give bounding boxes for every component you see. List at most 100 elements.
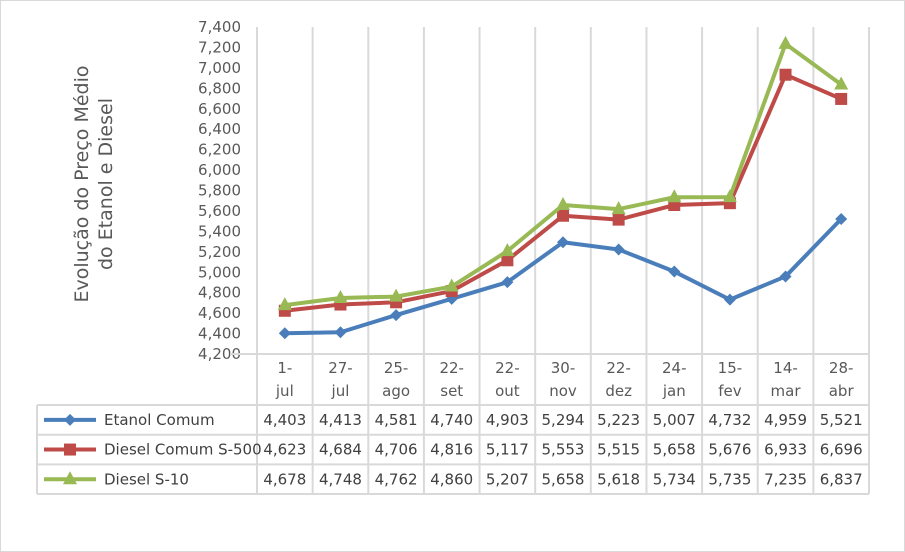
data-point-diamond (557, 236, 569, 249)
legend-label: Diesel S-10 (104, 470, 189, 488)
x-tick-label: 24- (662, 359, 687, 377)
table-cell-value: 5,618 (597, 470, 640, 488)
table-cell-value: 6,837 (820, 470, 863, 488)
legend-label: Diesel Comum S-500 (104, 441, 262, 459)
data-point-triangle (556, 197, 570, 211)
data-point-diamond (668, 265, 681, 278)
y-tick-label: 5,200 (198, 243, 241, 261)
table-cell-value: 5,676 (708, 441, 751, 459)
y-tick-label: 4,400 (198, 325, 241, 343)
table-cell-value: 4,959 (764, 411, 807, 429)
y-tick-label: 6,400 (198, 120, 241, 138)
legend-label: Etanol Comum (104, 411, 215, 429)
y-tick-label: 4,800 (198, 284, 241, 302)
table-cell-value: 5,007 (653, 411, 696, 429)
x-tick-label: 28- (829, 359, 854, 377)
data-point-diamond (390, 309, 403, 322)
y-tick-label: 6,600 (198, 100, 241, 118)
data-point-diamond (334, 326, 347, 339)
x-tick-label: 22- (495, 359, 520, 377)
x-tick-label: 14- (773, 359, 798, 377)
y-tick-label: 7,000 (198, 59, 241, 77)
table-cell-value: 5,735 (708, 470, 751, 488)
data-point-diamond (835, 213, 848, 226)
y-tick-label: 4,200 (198, 345, 241, 363)
x-tick-label: dez (605, 382, 632, 400)
y-tick-label: 7,400 (198, 18, 241, 36)
y-tick-label: 5,800 (198, 182, 241, 200)
x-tick-label: jan (662, 382, 686, 400)
y-axis-title: Evolução do Preço Médio (71, 65, 93, 302)
legend-key-marker (64, 443, 76, 456)
table-cell-value: 4,903 (486, 411, 529, 429)
x-tick-label: out (495, 382, 520, 400)
data-point-triangle (389, 288, 404, 302)
x-tick-label: 1- (277, 359, 292, 377)
x-tick-label: 27- (328, 359, 353, 377)
x-tick-label: fev (718, 382, 742, 400)
y-tick-label: 6,000 (198, 161, 241, 179)
data-point-diamond (501, 276, 514, 289)
y-tick-label: 5,400 (198, 222, 241, 240)
y-tick-label: 6,200 (198, 141, 241, 159)
table-cell-value: 5,223 (597, 411, 640, 429)
x-tick-label: 25- (384, 359, 409, 377)
table-cell-value: 4,684 (319, 441, 362, 459)
legend-key-marker (64, 413, 76, 426)
table-cell-value: 7,235 (764, 470, 807, 488)
table-cell-value: 4,860 (430, 470, 473, 488)
data-point-triangle (333, 290, 348, 304)
table-cell-value: 4,706 (375, 441, 418, 459)
x-tick-label: 22- (606, 359, 631, 377)
x-tick-label: ago (382, 382, 410, 400)
table-cell-value: 5,521 (820, 411, 863, 429)
data-point-square (835, 92, 848, 105)
x-tick-label: set (440, 382, 463, 400)
y-tick-label: 5,000 (198, 263, 241, 281)
table-cell-value: 4,678 (263, 470, 306, 488)
x-tick-label: jul (275, 382, 294, 400)
table-cell-value: 5,207 (486, 470, 529, 488)
data-point-diamond (612, 243, 625, 256)
y-tick-label: 4,600 (198, 304, 241, 322)
table-cell-value: 4,623 (263, 441, 306, 459)
data-point-triangle (611, 201, 626, 215)
data-point-diamond (723, 293, 736, 306)
table-cell-value: 6,933 (764, 441, 807, 459)
y-axis-title: do Etanol e Diesel (95, 98, 117, 270)
table-cell-value: 5,734 (653, 470, 696, 488)
data-point-square (501, 254, 514, 267)
data-point-triangle (778, 35, 793, 49)
data-point-triangle (444, 278, 459, 292)
table-cell-value: 4,740 (430, 411, 473, 429)
x-tick-label: 30- (551, 359, 576, 377)
data-point-square (612, 213, 625, 226)
table-cell-value: 5,658 (542, 470, 585, 488)
table-cell-value: 4,762 (375, 470, 418, 488)
y-tick-label: 6,800 (198, 79, 241, 97)
data-point-square (557, 209, 569, 222)
legend-key-marker (63, 471, 77, 485)
table-cell-value: 4,581 (375, 411, 418, 429)
x-tick-label: 22- (439, 359, 464, 377)
x-tick-label: abr (829, 382, 855, 400)
data-point-square (779, 68, 792, 81)
y-tick-label: 5,600 (198, 202, 241, 220)
table-cell-value: 5,294 (542, 411, 585, 429)
table-cell-value: 5,117 (486, 441, 529, 459)
table-cell-value: 5,658 (653, 441, 696, 459)
y-tick-label: 7,200 (198, 38, 241, 56)
table-cell-value: 4,816 (430, 441, 473, 459)
data-point-triangle (500, 243, 515, 257)
x-tick-label: 15- (718, 359, 743, 377)
table-cell-value: 5,515 (597, 441, 640, 459)
data-point-triangle (277, 297, 292, 311)
data-point-triangle (722, 189, 737, 203)
table-cell-value: 4,748 (319, 470, 362, 488)
x-tick-label: mar (771, 382, 802, 400)
data-point-diamond (278, 327, 291, 340)
table-cell-value: 4,403 (263, 411, 306, 429)
table-cell-value: 4,732 (708, 411, 751, 429)
table-cell-value: 5,553 (542, 441, 585, 459)
